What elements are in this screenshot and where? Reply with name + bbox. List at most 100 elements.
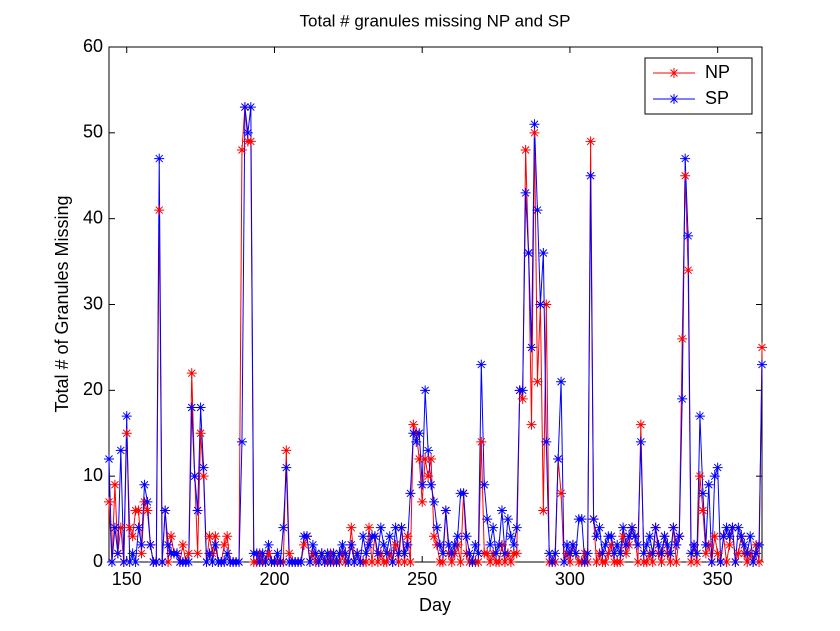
point-marker (372, 548, 383, 559)
point-marker (112, 548, 123, 559)
point-marker (384, 531, 395, 542)
point-marker (195, 428, 206, 439)
point-marker (742, 548, 753, 559)
point-marker (594, 522, 605, 533)
point-marker (154, 205, 165, 216)
point-marker (366, 557, 377, 567)
point-marker (677, 333, 688, 344)
x-tick-label: 300 (555, 569, 585, 589)
point-marker (204, 548, 215, 559)
point-marker (455, 557, 466, 567)
point-marker (127, 531, 138, 542)
point-marker (757, 359, 767, 370)
point-marker (177, 539, 188, 550)
point-marker (334, 548, 345, 559)
point-marker (281, 445, 292, 456)
point-marker (375, 522, 386, 533)
x-tick-label: 350 (703, 569, 733, 589)
point-marker (426, 454, 437, 464)
point-marker (694, 411, 705, 422)
point-marker (656, 557, 667, 567)
point-marker (491, 548, 502, 559)
point-marker (236, 436, 247, 447)
point-marker (222, 531, 233, 542)
point-marker (325, 557, 336, 567)
point-marker (494, 557, 505, 567)
point-marker (529, 127, 540, 138)
point-marker (668, 522, 679, 533)
point-marker (703, 479, 714, 490)
point-marker (431, 522, 442, 533)
point-marker (677, 393, 688, 404)
point-marker (408, 419, 419, 430)
point-marker (600, 539, 611, 550)
point-marker (423, 471, 434, 482)
point-marker (606, 531, 617, 542)
point-marker (691, 557, 702, 567)
point-marker (183, 557, 194, 567)
point-marker (369, 531, 380, 542)
point-marker (727, 522, 738, 533)
point-marker (635, 436, 646, 447)
point-marker (523, 248, 534, 258)
point-marker (638, 548, 649, 559)
point-marker (446, 548, 457, 559)
point-marker (482, 548, 493, 559)
point-marker (470, 539, 481, 550)
point-marker (615, 548, 626, 559)
point-marker (364, 539, 375, 550)
point-marker (538, 248, 549, 258)
point-marker (603, 548, 614, 559)
point-marker (331, 557, 342, 567)
x-tick-label: 250 (407, 569, 437, 589)
point-marker (626, 522, 637, 533)
point-marker (139, 479, 150, 490)
point-marker (142, 505, 153, 516)
point-marker (437, 557, 448, 567)
point-marker (671, 539, 682, 550)
y-tick-label: 20 (83, 379, 103, 399)
point-marker (281, 462, 292, 473)
point-marker (145, 539, 156, 550)
point-marker (443, 539, 454, 550)
point-marker (745, 531, 756, 542)
point-marker (532, 376, 543, 387)
point-marker (361, 548, 372, 559)
point-marker (754, 557, 765, 567)
point-marker (520, 145, 531, 155)
point-marker (307, 539, 318, 550)
point-marker (429, 496, 440, 507)
point-marker (689, 539, 700, 550)
point-marker (136, 539, 147, 550)
point-marker (219, 539, 230, 550)
point-marker (154, 153, 165, 164)
point-marker (697, 488, 708, 499)
point-marker (449, 539, 460, 550)
point-marker (532, 205, 543, 216)
point-marker (378, 539, 389, 550)
point-marker (621, 548, 632, 559)
point-marker (482, 514, 493, 525)
point-marker (700, 548, 711, 559)
point-marker (550, 548, 561, 559)
point-marker (680, 170, 691, 181)
point-marker (210, 531, 221, 542)
point-marker (502, 514, 513, 525)
point-marker (505, 557, 516, 567)
point-marker (186, 402, 197, 413)
point-marker (629, 531, 640, 542)
point-marker (299, 539, 310, 550)
point-marker (405, 557, 416, 567)
point-marker (417, 479, 428, 490)
point-marker (618, 531, 629, 542)
point-marker (429, 531, 440, 542)
point-marker (694, 471, 705, 482)
point-marker (461, 531, 472, 542)
point-marker (526, 419, 537, 430)
point-marker (748, 557, 759, 567)
point-marker (467, 557, 478, 567)
point-marker (736, 531, 747, 542)
point-marker (733, 522, 744, 533)
y-tick-label: 30 (83, 293, 103, 313)
point-marker (473, 548, 484, 559)
